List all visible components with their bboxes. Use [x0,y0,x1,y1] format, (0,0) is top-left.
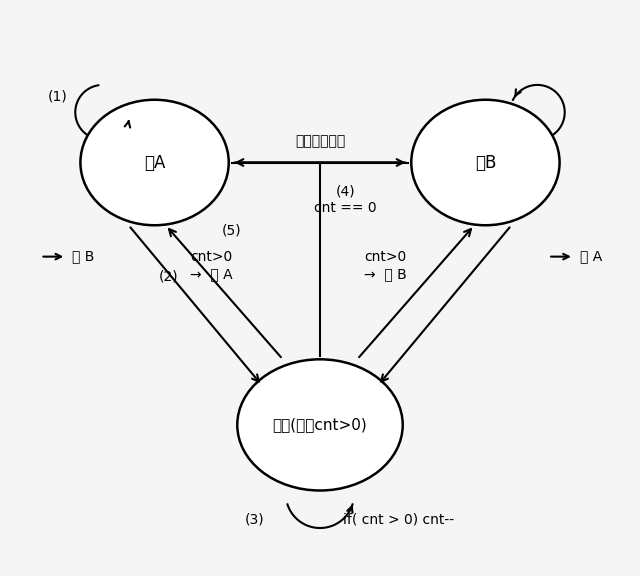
Ellipse shape [237,359,403,491]
Text: 型 B: 型 B [72,249,94,264]
Text: 覲察(残存cnt>0): 覲察(残存cnt>0) [273,418,367,433]
Text: cnt == 0: cnt == 0 [314,201,377,215]
Text: (3): (3) [244,512,264,526]
Text: 型B: 型B [475,153,496,172]
Text: (1): (1) [48,90,67,104]
Text: →  型 A: → 型 A [190,267,233,281]
Text: (2): (2) [159,270,179,283]
Text: 状態切り換え: 状態切り換え [295,134,345,148]
Text: cnt>0: cnt>0 [364,249,407,264]
Text: 型 A: 型 A [580,249,602,264]
Text: (4): (4) [336,184,355,198]
Ellipse shape [412,100,559,225]
Text: if( cnt > 0) cnt--: if( cnt > 0) cnt-- [343,512,454,526]
Text: cnt>0: cnt>0 [191,249,233,264]
Text: →  型 B: → 型 B [364,267,407,281]
Ellipse shape [81,100,228,225]
Text: 型A: 型A [144,153,165,172]
Text: (5): (5) [222,224,241,238]
